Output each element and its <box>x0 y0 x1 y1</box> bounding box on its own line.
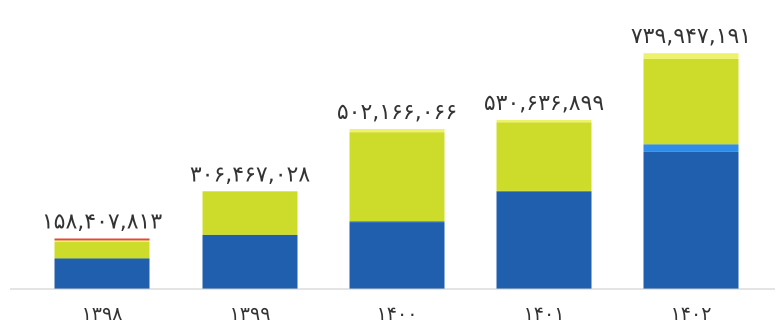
bar-segment-2-3 <box>349 129 445 133</box>
total-labels-group: ۱۵۸,۴۰۷,۸۱۳ ۳۰۶,۴۶۷,۰۲۸ ۵۰۲,۱۶۶,۰۶۶ ۵۳۰,۶۳۶… <box>42 24 751 234</box>
bar-segment-2-1 <box>349 221 445 223</box>
x-tick-label-3: ۱۴۰۱ <box>524 303 565 325</box>
bar-segment-3-1 <box>496 190 592 192</box>
total-label-1: ۳۰۶,۴۶۷,۰۲۸ <box>190 162 311 187</box>
total-label-3: ۵۳۰,۶۳۶,۸۹۹ <box>484 91 604 116</box>
bar-segment-4-1 <box>643 144 739 152</box>
total-label-0: ۱۵۸,۴۰۷,۸۱۳ <box>42 210 163 235</box>
bar-segment-2-2 <box>349 132 445 222</box>
bar-segment-0-0 <box>54 258 150 289</box>
bar-segment-4-2 <box>643 58 739 145</box>
bar-segment-1-2 <box>202 191 298 235</box>
bar-segment-4-0 <box>643 152 739 289</box>
bar-segment-3-3 <box>496 119 592 123</box>
bars-group <box>54 53 739 289</box>
bar-segment-3-0 <box>496 191 592 289</box>
bar-segment-0-3 <box>54 240 150 242</box>
bar-segment-4-3 <box>643 53 739 59</box>
bar-segment-2-0 <box>349 222 445 289</box>
total-label-2: ۵۰۲,۱۶۶,۰۶۶ <box>337 100 457 125</box>
bar-segment-0-2 <box>54 241 150 259</box>
x-tick-label-4: ۱۴۰۲ <box>671 303 712 325</box>
bar-segment-0-4 <box>54 238 150 241</box>
x-tick-label-1: ۱۳۹۹ <box>230 303 271 325</box>
x-tick-label-2: ۱۴۰۰ <box>377 303 418 325</box>
total-label-4: ۷۳۹,۹۴۷,۱۹۱ <box>631 24 751 49</box>
x-tick-label-0: ۱۳۹۸ <box>82 303 123 325</box>
bar-segment-1-0 <box>202 234 298 289</box>
x-tick-labels-group: ۱۳۹۸ ۱۳۹۹ ۱۴۰۰ ۱۴۰۱ ۱۴۰۲ <box>82 303 712 325</box>
bar-segment-3-2 <box>496 122 592 191</box>
